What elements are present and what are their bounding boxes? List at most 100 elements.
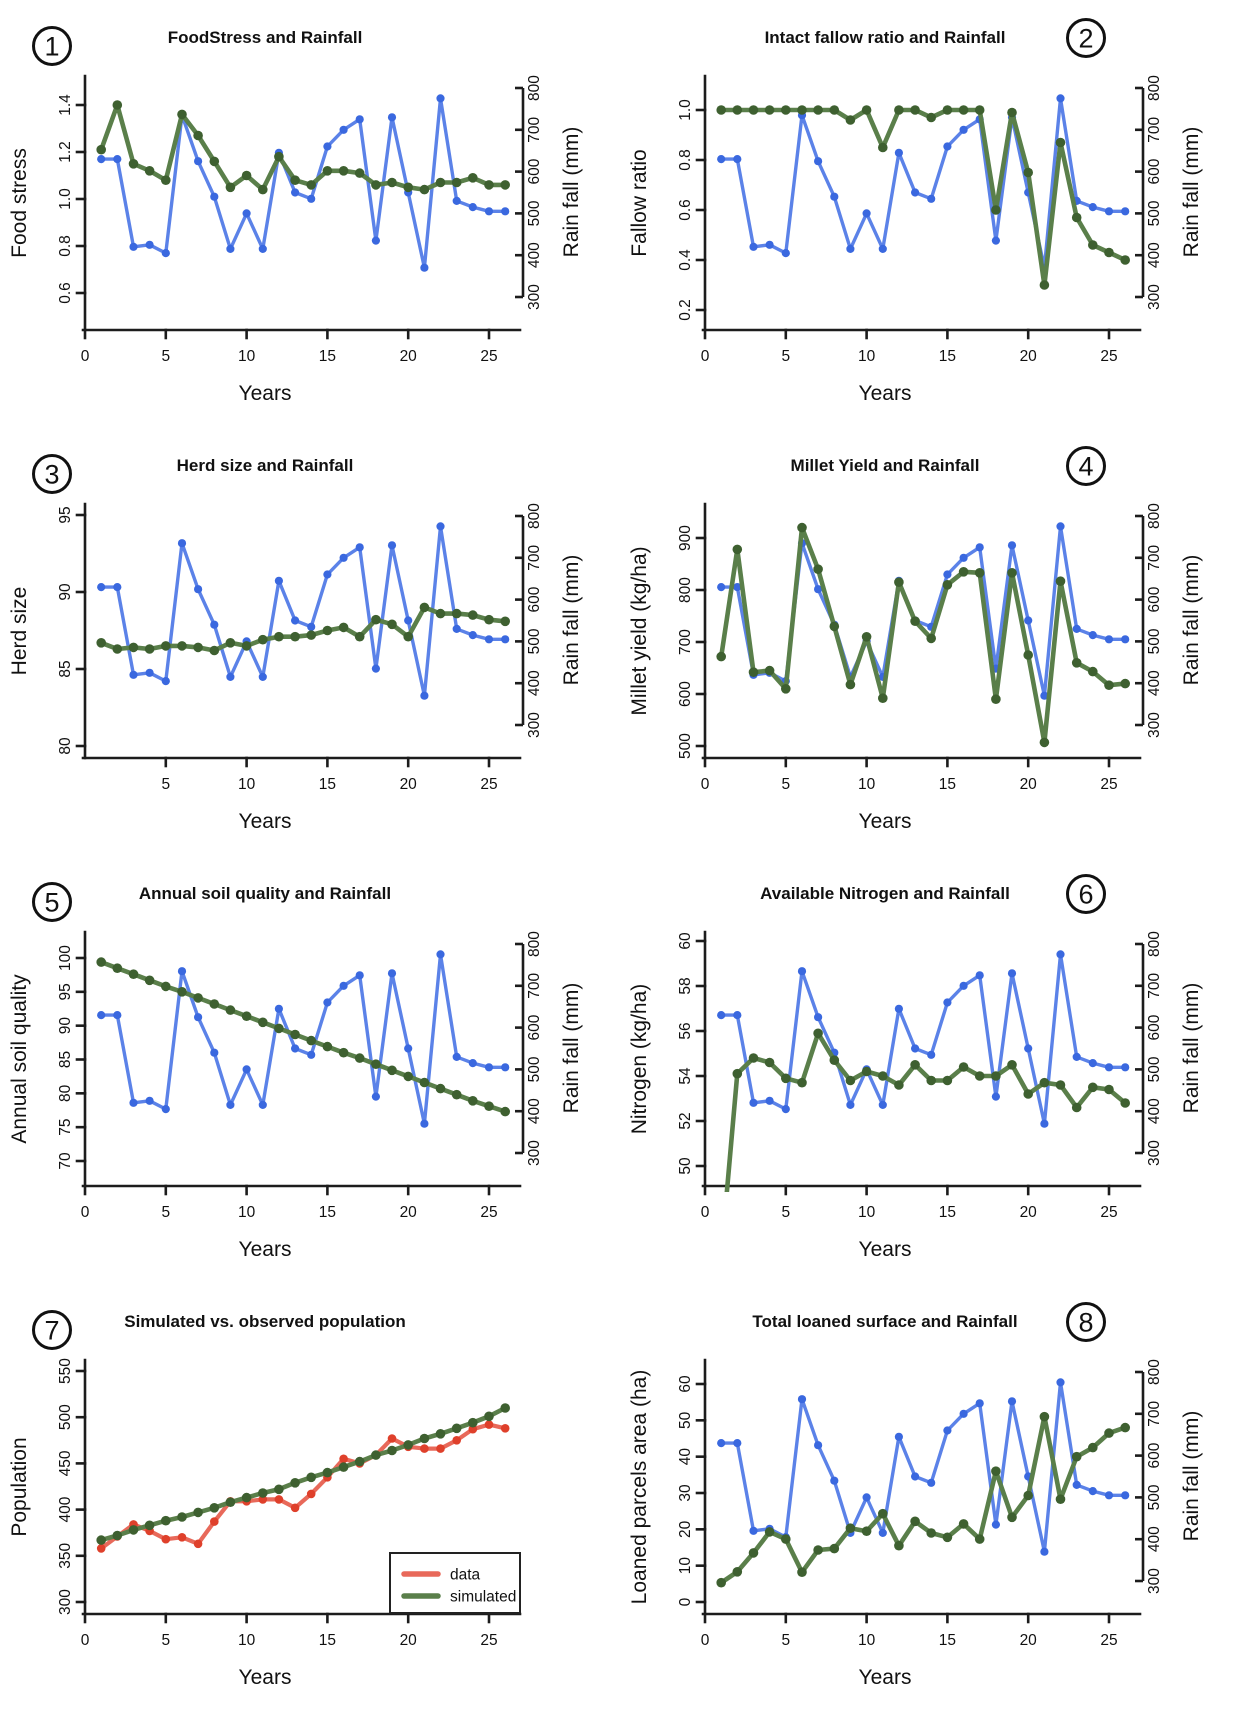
x-tick-label: 5: [781, 1204, 790, 1221]
rainfall-tick-label: 600: [1146, 158, 1163, 184]
legend-box: [389, 1552, 521, 1614]
data-point: [813, 105, 823, 115]
rainfall-axis: 300 400 500 600 700 800 Rain fall (mm): [515, 503, 583, 738]
data-point: [144, 644, 155, 654]
x-tick-label: 25: [480, 1204, 497, 1221]
x-tick-label: 5: [781, 776, 790, 793]
data-point: [112, 963, 123, 973]
rainfall-tick-label: 600: [1146, 1014, 1163, 1040]
y-tick-label: 350: [57, 1542, 74, 1568]
series-herd-size: [96, 602, 511, 656]
data-point: [193, 1507, 203, 1518]
data-point: [306, 630, 317, 640]
rainfall-tick-label: 600: [1146, 586, 1163, 612]
chart-foodstress-rainfall: 0.6 0.8 1.0 1.2 1.4 0 5 10 15 20 25 300 400 500 600 700…: [8, 26, 583, 405]
data-point: [1121, 207, 1130, 216]
data-point: [194, 585, 203, 594]
data-point: [764, 1057, 775, 1068]
data-point: [128, 159, 139, 169]
data-point: [959, 981, 968, 990]
series-food-stress: [96, 100, 511, 195]
rainfall-tick-label: 700: [1146, 544, 1163, 570]
data-point: [420, 691, 429, 700]
y-tick-label: 50: [677, 1411, 694, 1429]
data-point: [419, 602, 430, 613]
data-point: [97, 155, 106, 164]
data-point: [484, 1063, 494, 1072]
rainfall-axis-label: Rain fall (mm): [1180, 983, 1203, 1114]
y-tick-label: 700: [677, 629, 694, 655]
tick-labels: 0.6 0.8 1.0 1.2 1.4 0 5 10 15 20 25: [57, 94, 498, 365]
data-point: [307, 194, 316, 203]
data-point: [830, 192, 839, 201]
data-point: [942, 580, 953, 590]
data-point: [484, 635, 494, 644]
y-axis-label: Herd size: [8, 587, 31, 676]
data-point: [975, 971, 984, 980]
data-point: [371, 180, 381, 190]
data-point: [501, 207, 510, 216]
rainfall-tick-label: 400: [1146, 1098, 1163, 1124]
y-tick-label: 52: [677, 1112, 694, 1129]
badge-circle: [32, 454, 72, 494]
y-tick-label: 1.4: [57, 94, 74, 116]
data-point: [177, 641, 187, 651]
data-point: [339, 981, 348, 990]
data-point: [1024, 616, 1033, 625]
rainfall-tick-label: 700: [526, 972, 543, 998]
data-point: [1088, 1082, 1098, 1093]
rainfall-tick-label: 300: [526, 1140, 543, 1166]
data-point: [975, 543, 984, 552]
data-point: [1104, 207, 1114, 216]
tick-labels: 70 75 80 85 90 95 100 0 5 10 15 20 25: [57, 945, 498, 1221]
rainfall-tick-label: 500: [526, 200, 543, 226]
panel-number-badge: 1: [32, 26, 72, 66]
data-point: [322, 1467, 333, 1478]
data-point: [781, 1534, 791, 1544]
data-point: [96, 144, 106, 155]
data-point: [765, 1096, 774, 1105]
data-point: [193, 1539, 203, 1549]
data-point: [797, 1395, 807, 1404]
data-point: [991, 1520, 1000, 1529]
data-point: [958, 567, 969, 577]
x-tick-label: 0: [701, 1632, 710, 1649]
badge-number: 1: [44, 32, 59, 62]
y-tick-label: 70: [57, 1152, 74, 1170]
chart-title: FoodStress and Rainfall: [168, 28, 363, 47]
data-point: [732, 105, 743, 115]
y-axis-label: Loaned parcels area (ha): [628, 1370, 651, 1605]
series-line: [99, 952, 507, 1126]
data-point: [1104, 1491, 1114, 1500]
series-line: [719, 952, 1127, 1126]
data-point: [241, 641, 252, 651]
data-point: [732, 1567, 743, 1577]
chart-title: Millet Yield and Rainfall: [791, 456, 980, 475]
legend: data simulated: [389, 1552, 521, 1614]
data-point: [1039, 1411, 1050, 1422]
data-point: [274, 1004, 283, 1013]
data-point: [814, 1013, 823, 1022]
y-tick-label: 450: [57, 1450, 74, 1476]
data-point: [1023, 167, 1033, 178]
rainfall-tick-label: 500: [1146, 628, 1163, 654]
series-fallow-ratio: [716, 105, 1130, 290]
data-point: [274, 151, 284, 162]
axes: [695, 502, 1142, 768]
x-tick-label: 0: [81, 1632, 90, 1649]
x-tick-label: 5: [161, 1204, 170, 1221]
data-point: [468, 631, 477, 640]
y-tick-label: 0: [677, 1597, 694, 1606]
x-tick-label: 25: [480, 776, 497, 793]
y-tick-label: 80: [57, 1084, 74, 1102]
data-point: [1007, 1397, 1017, 1406]
data-point: [194, 157, 203, 166]
y-tick-label: 60: [677, 932, 694, 950]
data-point: [387, 177, 397, 188]
x-tick-label: 10: [238, 1204, 256, 1221]
data-point: [97, 1011, 106, 1020]
data-point: [161, 641, 171, 651]
data-point: [942, 1532, 953, 1543]
badge-number: 4: [1078, 452, 1093, 482]
